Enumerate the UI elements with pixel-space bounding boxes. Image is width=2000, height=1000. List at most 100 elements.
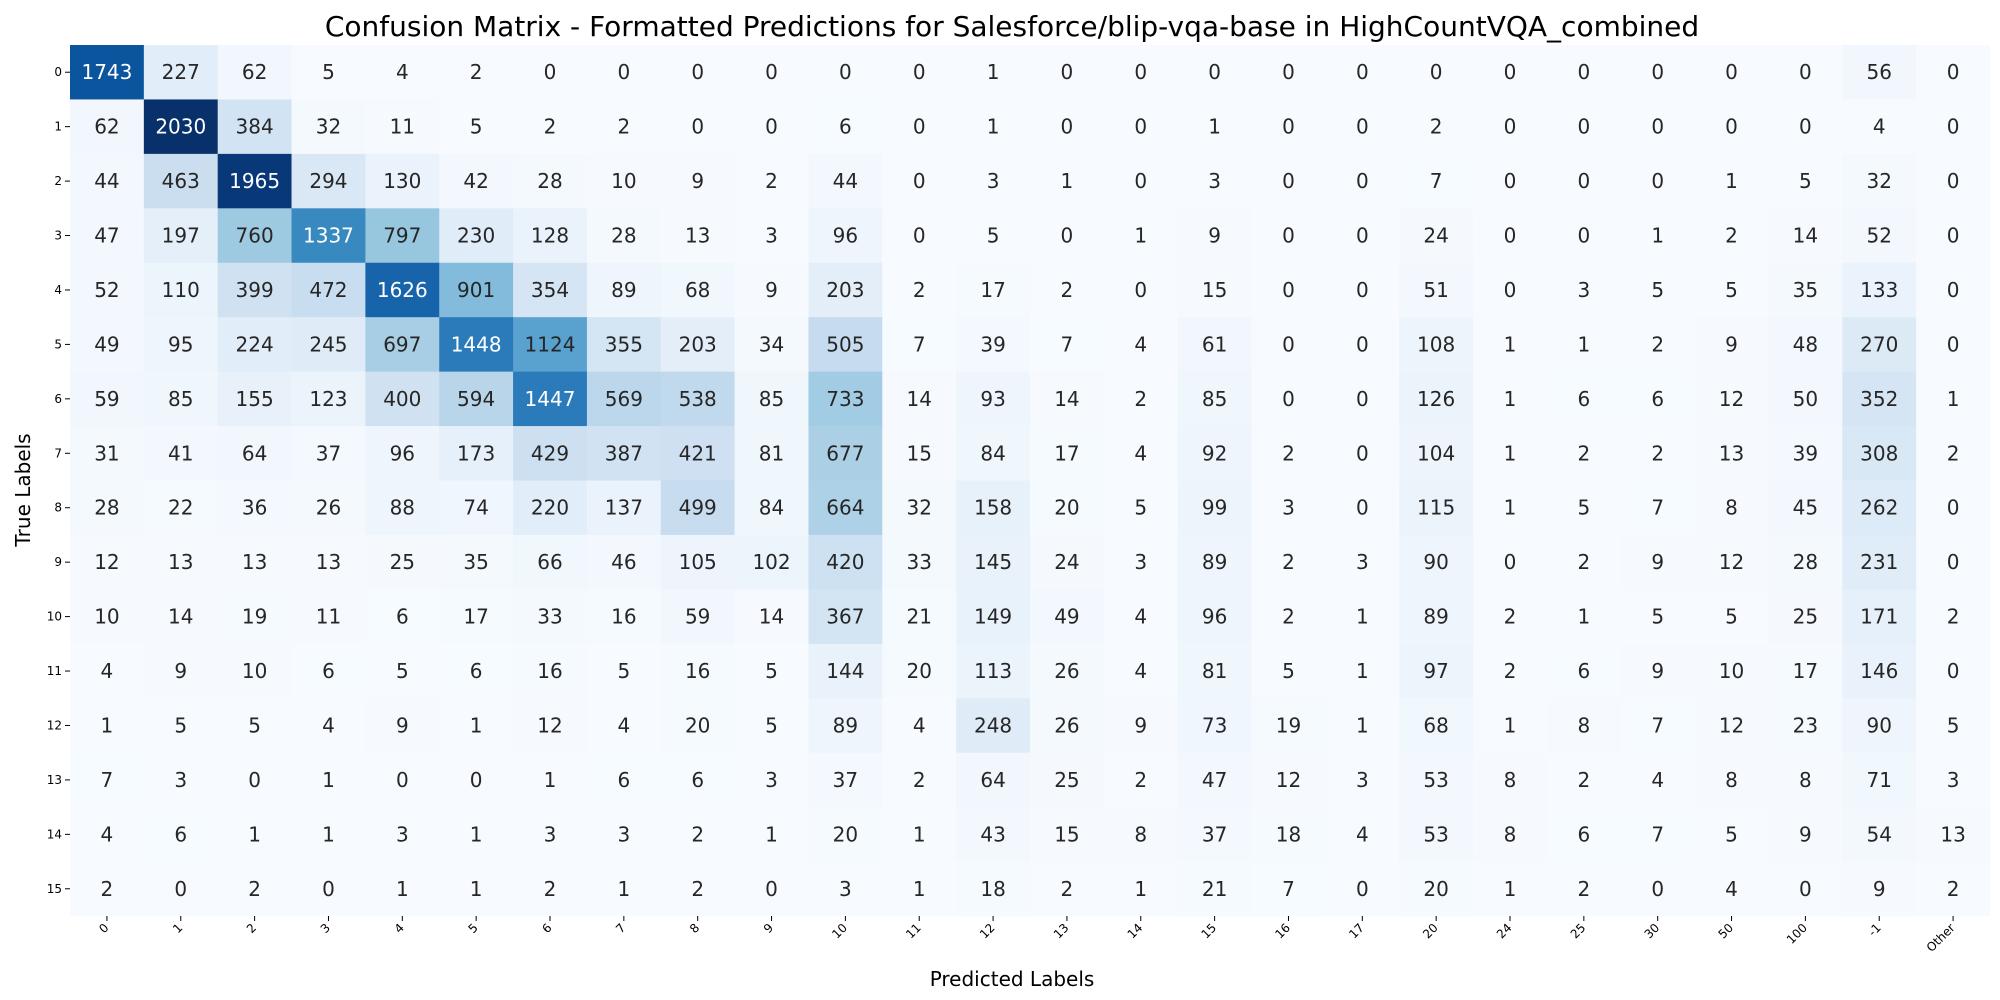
cell-value-label: 0 xyxy=(913,169,926,193)
cell-value-label: 9 xyxy=(1134,713,1147,737)
heatmap-cell xyxy=(882,426,957,481)
heatmap-cell xyxy=(1399,589,1474,645)
cell-value-label: 113 xyxy=(974,659,1012,683)
cell-value-label: 20 xyxy=(1423,877,1448,901)
cell-value-label: 5 xyxy=(765,713,778,737)
cell-value-label: 1 xyxy=(1651,224,1664,248)
cell-value-label: 367 xyxy=(826,605,864,629)
heatmap-cell xyxy=(1842,45,1917,100)
x-tick-label: 0 xyxy=(96,921,111,936)
cell-value-label: 1 xyxy=(765,822,778,846)
cell-value-label: 0 xyxy=(765,877,778,901)
heatmap-cell xyxy=(513,317,588,373)
heatmap-cell xyxy=(365,371,440,427)
cell-value-label: 155 xyxy=(236,387,274,411)
cell-value-label: 51 xyxy=(1423,278,1448,302)
cell-value-label: 0 xyxy=(1947,659,1960,683)
cell-value-label: 0 xyxy=(1577,60,1590,84)
heatmap-cell xyxy=(1546,262,1622,318)
cell-value-label: 472 xyxy=(309,278,347,302)
cell-value-label: 44 xyxy=(833,169,858,193)
heatmap-cell xyxy=(70,480,145,536)
heatmap-cell xyxy=(439,317,514,373)
heatmap-cell xyxy=(956,589,1031,645)
cell-value-label: 5 xyxy=(174,713,187,737)
cell-value-label: 0 xyxy=(617,60,630,84)
heatmap-cell xyxy=(660,426,736,481)
heatmap-cell xyxy=(70,752,145,808)
heatmap-cell xyxy=(734,426,809,481)
cell-value-label: 18 xyxy=(980,877,1005,901)
cell-value-label: 6 xyxy=(322,659,335,683)
heatmap-cell xyxy=(217,861,293,917)
cell-value-label: 2 xyxy=(1651,332,1664,356)
heatmap-cell xyxy=(882,45,957,100)
heatmap-cell xyxy=(1916,45,1991,100)
heatmap-cell xyxy=(1768,861,1843,917)
heatmap-cell xyxy=(1473,752,1548,808)
cell-value-label: 5 xyxy=(248,713,261,737)
cell-value-label: 0 xyxy=(174,877,187,901)
heatmap-cell xyxy=(1251,99,1326,155)
cell-value-label: 21 xyxy=(907,605,932,629)
heatmap-cell xyxy=(70,643,145,699)
cell-value-label: 1 xyxy=(470,822,483,846)
heatmap-cell xyxy=(365,99,440,155)
heatmap-cell xyxy=(808,262,883,318)
heatmap-cell xyxy=(365,861,440,917)
heatmap-cell xyxy=(291,45,366,100)
cell-value-label: 20 xyxy=(833,822,858,846)
cell-value-label: 0 xyxy=(1282,60,1295,84)
heatmap-cell xyxy=(1916,317,1991,373)
cell-value-label: 14 xyxy=(907,387,932,411)
heatmap-cell xyxy=(734,262,809,318)
cell-value-label: 43 xyxy=(980,822,1005,846)
cell-value-label: 47 xyxy=(1202,768,1227,792)
cell-value-label: 4 xyxy=(1134,659,1147,683)
cell-value-label: 145 xyxy=(974,550,1012,574)
cell-value-label: 50 xyxy=(1793,387,1818,411)
cell-value-label: 4 xyxy=(101,659,114,683)
cell-value-label: 4 xyxy=(101,822,114,846)
heatmap-cell xyxy=(1103,589,1179,645)
cell-value-label: 294 xyxy=(309,169,347,193)
heatmap-cell xyxy=(882,861,957,917)
heatmap-cell xyxy=(1473,807,1548,863)
heatmap-cell xyxy=(808,752,883,808)
heatmap-cell xyxy=(513,534,588,590)
cell-value-label: 47 xyxy=(94,224,119,248)
cell-value-label: 429 xyxy=(531,441,569,465)
cell-value-label: 0 xyxy=(1282,387,1295,411)
heatmap-cell xyxy=(1103,426,1179,481)
heatmap-cell xyxy=(1103,371,1179,427)
heatmap-cell xyxy=(1177,45,1253,100)
heatmap-cell xyxy=(1103,643,1179,699)
heatmap-cell xyxy=(808,208,883,264)
cell-value-label: 0 xyxy=(470,768,483,792)
heatmap-cell xyxy=(513,643,588,699)
heatmap-cell xyxy=(439,371,514,427)
heatmap-cell xyxy=(1620,208,1696,264)
cell-value-label: 0 xyxy=(1356,169,1369,193)
heatmap-cell xyxy=(956,752,1031,808)
heatmap-cell xyxy=(1842,317,1917,373)
heatmap-cell xyxy=(1399,371,1474,427)
cell-value-label: 173 xyxy=(457,441,495,465)
cell-value-label: 35 xyxy=(463,550,488,574)
cell-value-label: 28 xyxy=(611,224,636,248)
cell-value-label: 7 xyxy=(101,768,114,792)
heatmap-cell xyxy=(1030,698,1105,754)
heatmap-cell xyxy=(1916,643,1991,699)
cell-value-label: 6 xyxy=(617,768,630,792)
cell-value-label: 19 xyxy=(242,605,267,629)
heatmap-cell xyxy=(513,99,588,155)
cell-value-label: 248 xyxy=(974,713,1012,737)
heatmap-cell xyxy=(1694,153,1769,209)
heatmap-cell xyxy=(365,317,440,373)
cell-value-label: 44 xyxy=(94,169,119,193)
heatmap-cell xyxy=(808,99,883,155)
x-tick-label: 3 xyxy=(318,921,333,936)
x-tick-label: 1 xyxy=(170,921,185,936)
heatmap-cell xyxy=(1546,99,1622,155)
heatmap-cell xyxy=(217,752,293,808)
